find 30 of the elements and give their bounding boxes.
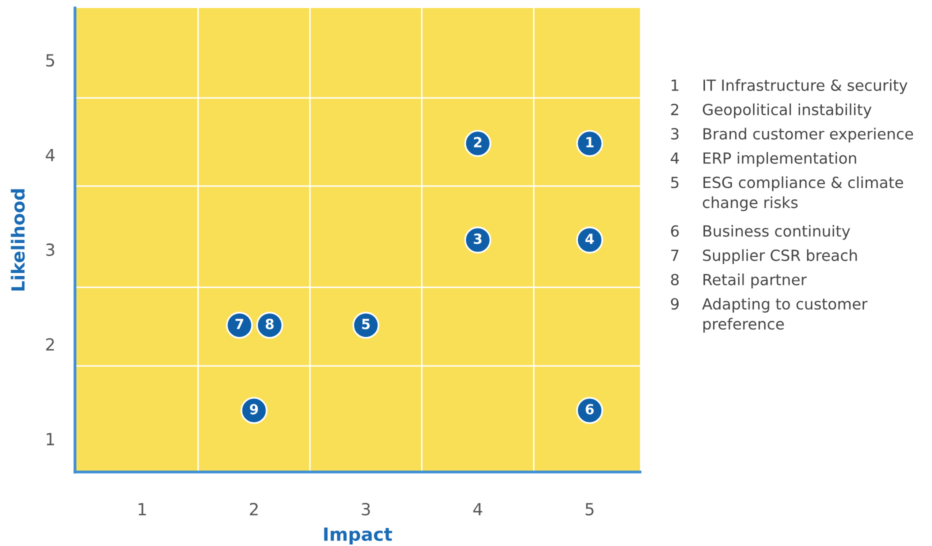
annotation: 6: [586, 404, 594, 414]
text: 2 Geopolitical instability: [671, 103, 872, 118]
y-tick-label: 3: [46, 243, 54, 256]
text: 5 ESG compliance & climate change risks: [671, 176, 904, 212]
text: 1 IT Infrastructure & security: [672, 79, 908, 94]
annotation: 3: [474, 234, 482, 244]
annotation: 8: [266, 318, 274, 330]
x-tick-label: 1: [138, 503, 146, 516]
text: 7 Supplier CSR breach: [671, 249, 857, 264]
x-tick-label: 5: [586, 503, 594, 516]
annotation: 9: [250, 404, 258, 414]
text: 6 Business continuity: [671, 224, 850, 240]
annotation: 1: [586, 137, 594, 148]
y-tick-label: 4: [46, 148, 55, 162]
x-tick-label: 3: [362, 502, 370, 516]
annotation: 5: [362, 318, 370, 330]
x-tick-label: 4: [473, 503, 482, 516]
annotation: 2: [474, 136, 482, 148]
text: 4 ERP implementation: [670, 152, 856, 167]
text: 8 Retail partner: [671, 274, 807, 288]
y-tick-label: 1: [46, 433, 54, 446]
x-axis-title: Impact: [324, 528, 392, 544]
y-tick-label: 2: [46, 338, 54, 350]
text: 3 Brand customer experience: [671, 128, 914, 143]
annotation: 7: [236, 318, 244, 330]
annotation: 4: [585, 234, 594, 244]
y-tick-label: 5: [46, 54, 54, 67]
y-axis-title: Likelihood: [10, 189, 25, 291]
x-tick-label: 2: [250, 502, 258, 516]
text: 9 Adapting to customer preference: [670, 298, 868, 333]
